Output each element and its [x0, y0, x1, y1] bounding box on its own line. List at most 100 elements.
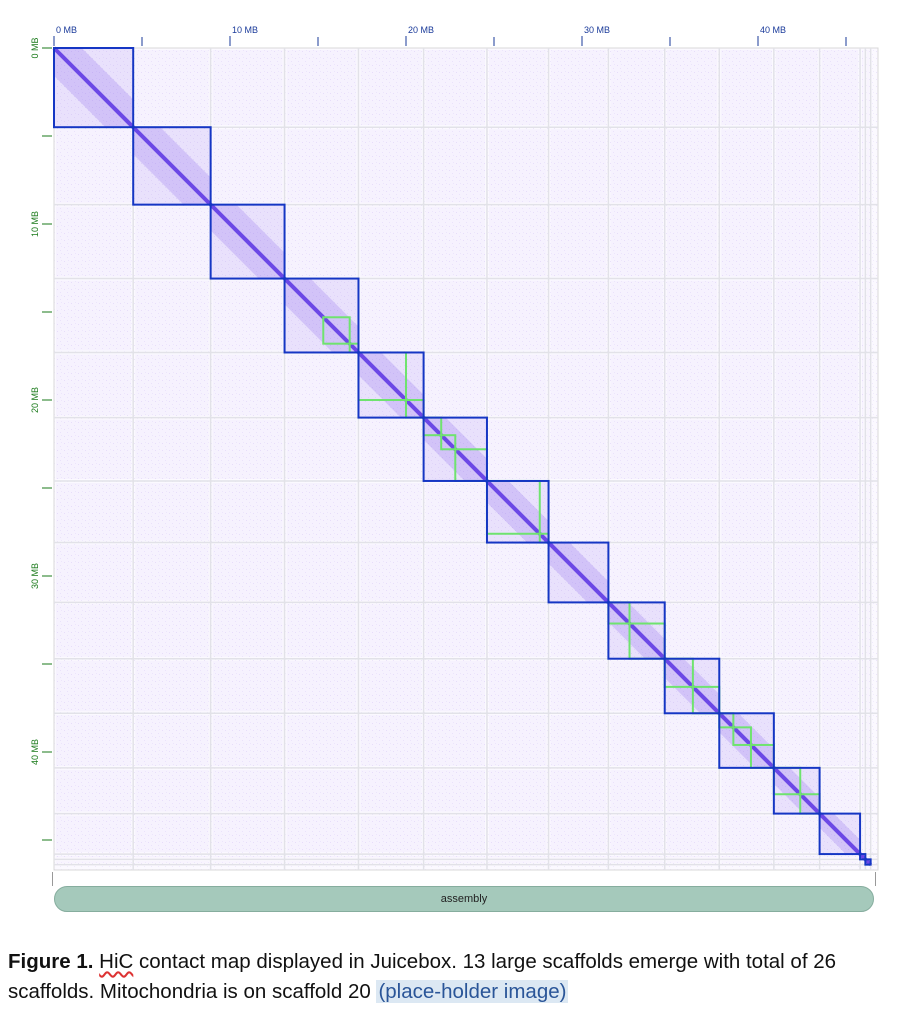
- inter-scaffold-contact: [56, 770, 131, 812]
- inter-scaffold-contact: [667, 50, 718, 125]
- inter-scaffold-contact: [867, 207, 868, 277]
- inter-scaffold-contact: [551, 604, 607, 656]
- inter-scaffold-contact: [862, 420, 863, 479]
- x-tick-label: 40 MB: [760, 25, 786, 35]
- inter-scaffold-contact: [610, 715, 662, 766]
- top-axis: 0 MB 10 MB 20 MB 30 MB 40 MB: [53, 25, 847, 46]
- inter-scaffold-contact: [721, 816, 772, 852]
- inter-scaffold-contact: [489, 861, 547, 862]
- inter-scaffold-contact: [551, 50, 607, 125]
- inter-scaffold-contact: [213, 661, 283, 712]
- inter-scaffold-contact: [551, 420, 607, 479]
- inter-scaffold-contact: [287, 770, 357, 812]
- inter-scaffold-contact: [135, 715, 208, 766]
- inter-scaffold-contact: [776, 856, 818, 857]
- inter-scaffold-contact: [287, 816, 357, 852]
- inter-scaffold-contact: [426, 715, 485, 766]
- inter-scaffold-contact: [610, 207, 662, 277]
- hic-contact-map[interactable]: 0 MB 10 MB 20 MB 30 MB 40 MB 0 MB 10 MB 20 MB 3…: [0, 0, 900, 880]
- inter-scaffold-contact: [610, 816, 662, 852]
- x-tick-label: 10 MB: [232, 25, 258, 35]
- inter-scaffold-contact: [360, 770, 421, 812]
- inter-scaffold-contact: [287, 861, 357, 862]
- y-tick-label: 40 MB: [30, 739, 40, 765]
- inter-scaffold-contact: [135, 545, 208, 601]
- inter-scaffold-contact: [610, 50, 662, 125]
- inter-scaffold-contact: [56, 661, 131, 712]
- diagonal-line: [717, 711, 776, 770]
- x-tick-label: 0 MB: [56, 25, 77, 35]
- x-tick-label: 20 MB: [408, 25, 434, 35]
- inter-scaffold-contact: [360, 129, 421, 202]
- inter-scaffold-contact: [667, 856, 718, 857]
- scaffold-box: [607, 601, 666, 660]
- inter-scaffold-contact: [489, 816, 547, 852]
- inter-scaffold-contact: [426, 545, 485, 601]
- y-tick-label: 0 MB: [30, 37, 40, 58]
- inter-scaffold-contact: [489, 545, 547, 601]
- inter-scaffold-contact: [667, 129, 718, 202]
- inter-scaffold-contact: [213, 129, 283, 202]
- diagonal-contacts: [52, 46, 873, 867]
- assembly-track[interactable]: assembly: [54, 886, 874, 912]
- inter-scaffold-contact: [822, 604, 858, 656]
- inter-scaffold-contact: [213, 770, 283, 812]
- inter-scaffold-contact: [360, 816, 421, 852]
- inter-scaffold-contact: [56, 604, 131, 656]
- inter-scaffold-contact: [56, 861, 131, 862]
- diagonal-line: [357, 351, 426, 420]
- inter-scaffold-contact: [862, 50, 863, 125]
- scaffold-box: [859, 853, 867, 861]
- inter-scaffold-contact: [721, 129, 772, 202]
- diagonal-line: [209, 203, 286, 280]
- inter-scaffold-contact: [551, 129, 607, 202]
- inter-scaffold-contact: [287, 129, 357, 202]
- inter-scaffold-contact: [551, 816, 607, 852]
- inter-scaffold-contact: [135, 861, 208, 862]
- inter-scaffold-contact: [862, 861, 863, 862]
- inter-scaffold-contact: [776, 545, 818, 601]
- inter-scaffold-contact: [721, 483, 772, 541]
- inter-scaffold-contact: [776, 420, 818, 479]
- inter-scaffold-contact: [862, 715, 863, 766]
- inter-scaffold-contact: [56, 281, 131, 351]
- scaffold-box: [547, 541, 610, 604]
- inter-scaffold-contact: [822, 661, 858, 712]
- inter-scaffold-contact: [776, 816, 818, 852]
- assembly-label: assembly: [440, 893, 488, 905]
- scaffold-box: [283, 277, 360, 354]
- y-tick-label: 10 MB: [30, 211, 40, 237]
- inter-scaffold-contact: [551, 207, 607, 277]
- figure-label: Figure 1.: [8, 950, 94, 973]
- inter-scaffold-contact: [56, 420, 131, 479]
- inter-scaffold-contact: [721, 604, 772, 656]
- inter-scaffold-contact: [721, 420, 772, 479]
- inter-scaffold-contact: [776, 661, 818, 712]
- inter-scaffold-contact: [135, 281, 208, 351]
- diagonal-line: [131, 125, 213, 207]
- scaffold-box: [818, 812, 862, 856]
- scaffold-box: [132, 126, 212, 206]
- inter-scaffold-contact: [776, 281, 818, 351]
- inter-scaffold-contact: [822, 281, 858, 351]
- inter-scaffold-contact: [862, 483, 863, 541]
- inter-scaffold-contact: [551, 770, 607, 812]
- inter-scaffold-contact: [360, 604, 421, 656]
- left-axis: 0 MB 10 MB 20 MB 30 MB 40 MB: [30, 37, 52, 841]
- inter-scaffold-contact: [667, 715, 718, 766]
- inter-scaffold-contact: [360, 856, 421, 857]
- inter-scaffold-contact: [721, 856, 772, 857]
- diagonal-line: [283, 277, 360, 354]
- inter-scaffold-contact: [213, 354, 283, 415]
- inter-scaffold-contact: [135, 354, 208, 415]
- inter-scaffold-contact: [610, 281, 662, 351]
- inter-scaffold-contact: [551, 354, 607, 415]
- inter-scaffold-contact: [610, 770, 662, 812]
- inter-scaffold-contact: [135, 856, 208, 857]
- inter-scaffold-contact: [776, 483, 818, 541]
- inter-scaffold-contact: [56, 816, 131, 852]
- inter-scaffold-contact: [135, 50, 208, 125]
- inter-scaffold-contact: [360, 50, 421, 125]
- inter-scaffold-contact: [287, 354, 357, 415]
- contig-box: [440, 434, 457, 451]
